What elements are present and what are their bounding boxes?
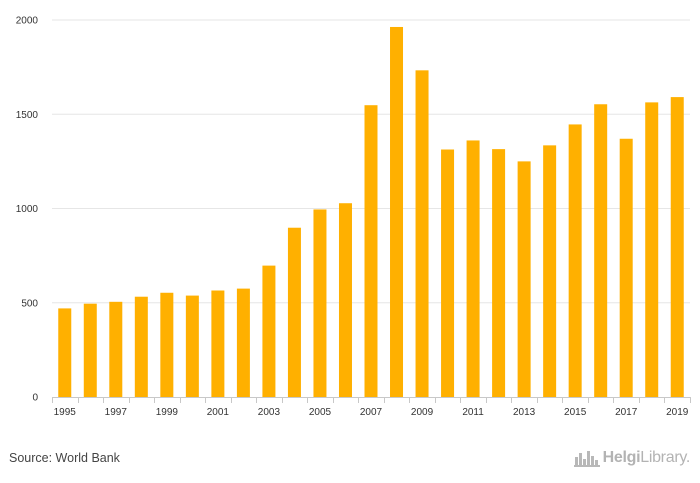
bar-2013 <box>517 161 531 397</box>
bar-2007 <box>364 105 378 398</box>
source-note: Source: World Bank <box>9 451 120 465</box>
x-tick-label-2019: 2019 <box>666 407 689 418</box>
logo-text: HelgiLibrary. <box>602 449 691 467</box>
bar-2014 <box>543 145 557 397</box>
x-tick-label-2003: 2003 <box>258 407 281 418</box>
bar-2006 <box>338 203 352 397</box>
y-tick-label-2000: 2000 <box>16 16 39 27</box>
bar-2000 <box>185 295 199 397</box>
bar-1995 <box>58 308 72 397</box>
x-tick-label-2005: 2005 <box>309 407 332 418</box>
bar-2002 <box>236 288 250 397</box>
x-tick-label-2009: 2009 <box>411 407 434 418</box>
bars <box>58 26 684 398</box>
city-skyline-icon <box>573 451 600 467</box>
helgi-library-logo: HelgiLibrary. <box>573 449 691 467</box>
x-tick-label-2007: 2007 <box>360 407 383 418</box>
bar-2016 <box>594 104 608 398</box>
bar-1997 <box>109 301 123 397</box>
bar-2010 <box>441 149 455 397</box>
logo-text-light: Library. <box>640 449 690 466</box>
x-tick-label-1997: 1997 <box>105 407 128 418</box>
bar-2009 <box>415 70 429 397</box>
y-tick-label-1000: 1000 <box>16 204 39 215</box>
y-tick-label-1500: 1500 <box>16 110 39 121</box>
bar-2019 <box>670 97 684 397</box>
x-tick-label-2001: 2001 <box>207 407 230 418</box>
x-tick-label-2015: 2015 <box>564 407 587 418</box>
y-axis-labels: 0 500 1000 1500 2000 <box>16 16 39 404</box>
bar-2005 <box>313 209 327 397</box>
bar-chart: 0 500 1000 1500 2000 1995 1997 1999 2001 2003 200… <box>16 16 691 418</box>
bar-2003 <box>262 265 276 397</box>
x-tick-label-1999: 1999 <box>156 407 179 418</box>
bar-1999 <box>160 292 174 397</box>
y-tick-label-500: 500 <box>21 298 38 309</box>
x-tick-label-2017: 2017 <box>615 407 638 418</box>
x-axis <box>52 397 691 403</box>
bar-2011 <box>466 140 480 397</box>
x-tick-label-1995: 1995 <box>54 407 77 418</box>
bar-2012 <box>492 149 506 397</box>
x-tick-label-2011: 2011 <box>462 407 484 418</box>
bar-2018 <box>645 102 659 397</box>
bar-2008 <box>390 26 404 398</box>
x-tick-label-2013: 2013 <box>513 407 536 418</box>
logo-text-bold: Helgi <box>602 449 641 466</box>
bar-1998 <box>134 296 148 397</box>
bar-2015 <box>568 124 582 397</box>
bar-1996 <box>83 303 97 397</box>
bar-2001 <box>211 290 225 397</box>
x-axis-labels: 1995 1997 1999 2001 2003 2005 2007 2009 2011 2013… <box>54 407 689 418</box>
y-tick-label-0: 0 <box>32 393 38 404</box>
bar-2017 <box>619 138 633 397</box>
bar-2004 <box>287 227 301 397</box>
